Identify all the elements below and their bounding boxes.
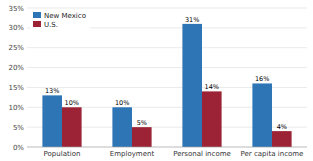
y-tick-label: 30% [8, 24, 24, 32]
data-label: 16% [255, 75, 269, 83]
bars [42, 24, 291, 147]
x-tick-label: Personal income [173, 150, 231, 158]
bar [132, 127, 152, 147]
data-label: 5% [137, 119, 147, 127]
data-label: 4% [277, 123, 287, 131]
bar [202, 91, 222, 147]
legend-swatch [33, 21, 41, 27]
y-tick-label: 35% [8, 5, 24, 13]
data-label: 10% [65, 99, 79, 107]
legend-background [30, 10, 90, 31]
legend-swatch [33, 12, 41, 18]
grid-line [27, 8, 307, 9]
data-label: 10% [115, 99, 129, 107]
x-axis-line [27, 147, 307, 148]
chart: 0%5%10%15%20%25%30%35%13%10%31%16%10%5%1… [0, 0, 313, 161]
y-tick-label: 5% [13, 124, 24, 132]
y-tick-label: 0% [13, 144, 24, 152]
y-tick-label: 25% [8, 44, 24, 52]
bar [42, 95, 62, 147]
data-labels: 13% 10% 31% 16% 10% 5% 14% 4% [45, 16, 287, 131]
legend: New MexicoU.S. [30, 10, 90, 31]
data-label: 13% [45, 87, 59, 95]
x-tick-label: Employment [110, 150, 155, 158]
y-tick-label: 20% [8, 64, 24, 72]
grid-line [27, 67, 307, 68]
legend-label: U.S. [44, 21, 58, 29]
x-tick-label: Per capita income [241, 150, 304, 158]
bar [182, 24, 202, 147]
bar [112, 107, 132, 147]
grid-line [27, 47, 307, 48]
data-label: 31% [185, 16, 199, 24]
x-tick-label: Population [44, 150, 81, 158]
bar [252, 83, 272, 147]
y-tick-label: 10% [8, 104, 24, 112]
bar [62, 107, 82, 147]
y-tick-label: 15% [8, 84, 24, 92]
legend-label: New Mexico [44, 12, 86, 20]
bar [272, 131, 292, 147]
data-label: 14% [205, 83, 219, 91]
